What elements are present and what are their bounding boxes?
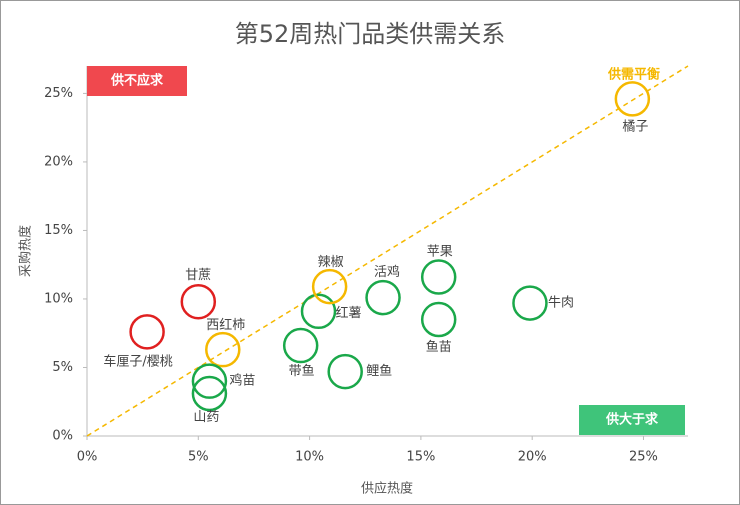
point	[420, 259, 457, 295]
point	[180, 283, 217, 320]
point	[282, 327, 319, 364]
y-tick-label: 25%	[44, 86, 73, 101]
x-axis-label: 供应热度	[361, 481, 413, 497]
point-label: 活鸡	[374, 264, 400, 280]
point-label: 牛肉	[548, 296, 574, 311]
x-tick-label: 20%	[518, 450, 547, 465]
y-axis-label: 采购热度	[18, 225, 34, 277]
point-label: 甘蔗	[185, 268, 211, 283]
point-label: 红薯	[335, 305, 361, 321]
point-label: 西红柿	[206, 317, 245, 333]
surplus-box	[579, 405, 685, 435]
point	[191, 375, 228, 412]
point	[300, 293, 337, 330]
x-tick-label: 0%	[77, 450, 98, 465]
point-label: 橘子	[622, 118, 648, 134]
x-tick-label: 10%	[295, 450, 324, 465]
point	[614, 81, 651, 117]
point	[420, 301, 457, 338]
point	[311, 268, 348, 305]
point-label: 鱼苗	[426, 339, 452, 355]
y-tick-label: 0%	[52, 429, 73, 444]
x-tick-label: 25%	[629, 450, 658, 465]
point-label: 山药	[193, 410, 219, 425]
point-label: 鸡苗	[229, 373, 255, 389]
point-label: 辣椒	[318, 255, 344, 270]
point-label: 车厘子/樱桃	[103, 353, 172, 369]
y-tick-label: 10%	[44, 291, 73, 306]
point	[512, 285, 548, 321]
point	[327, 353, 363, 390]
point-label: 鲤鱼	[366, 363, 392, 379]
point	[191, 363, 228, 399]
x-tick-label: 15%	[406, 450, 435, 465]
point-label: 带鱼	[289, 363, 315, 379]
y-tick-label: 20%	[44, 154, 73, 169]
chart-title: 第52周热门品类供需关系	[235, 20, 506, 48]
x-tick-label: 5%	[188, 450, 209, 465]
surplus-label: 供大于求	[605, 412, 659, 428]
shortage-box	[87, 66, 187, 96]
point	[365, 279, 401, 316]
balance-label: 供需平衡	[607, 67, 660, 83]
point-label: 苹果	[427, 245, 453, 260]
point	[205, 331, 241, 368]
balance-line	[86, 65, 689, 437]
y-tick-label: 5%	[52, 360, 73, 375]
point	[129, 314, 165, 350]
y-tick-label: 15%	[44, 223, 73, 238]
shortage-label: 供不应求	[110, 73, 164, 89]
